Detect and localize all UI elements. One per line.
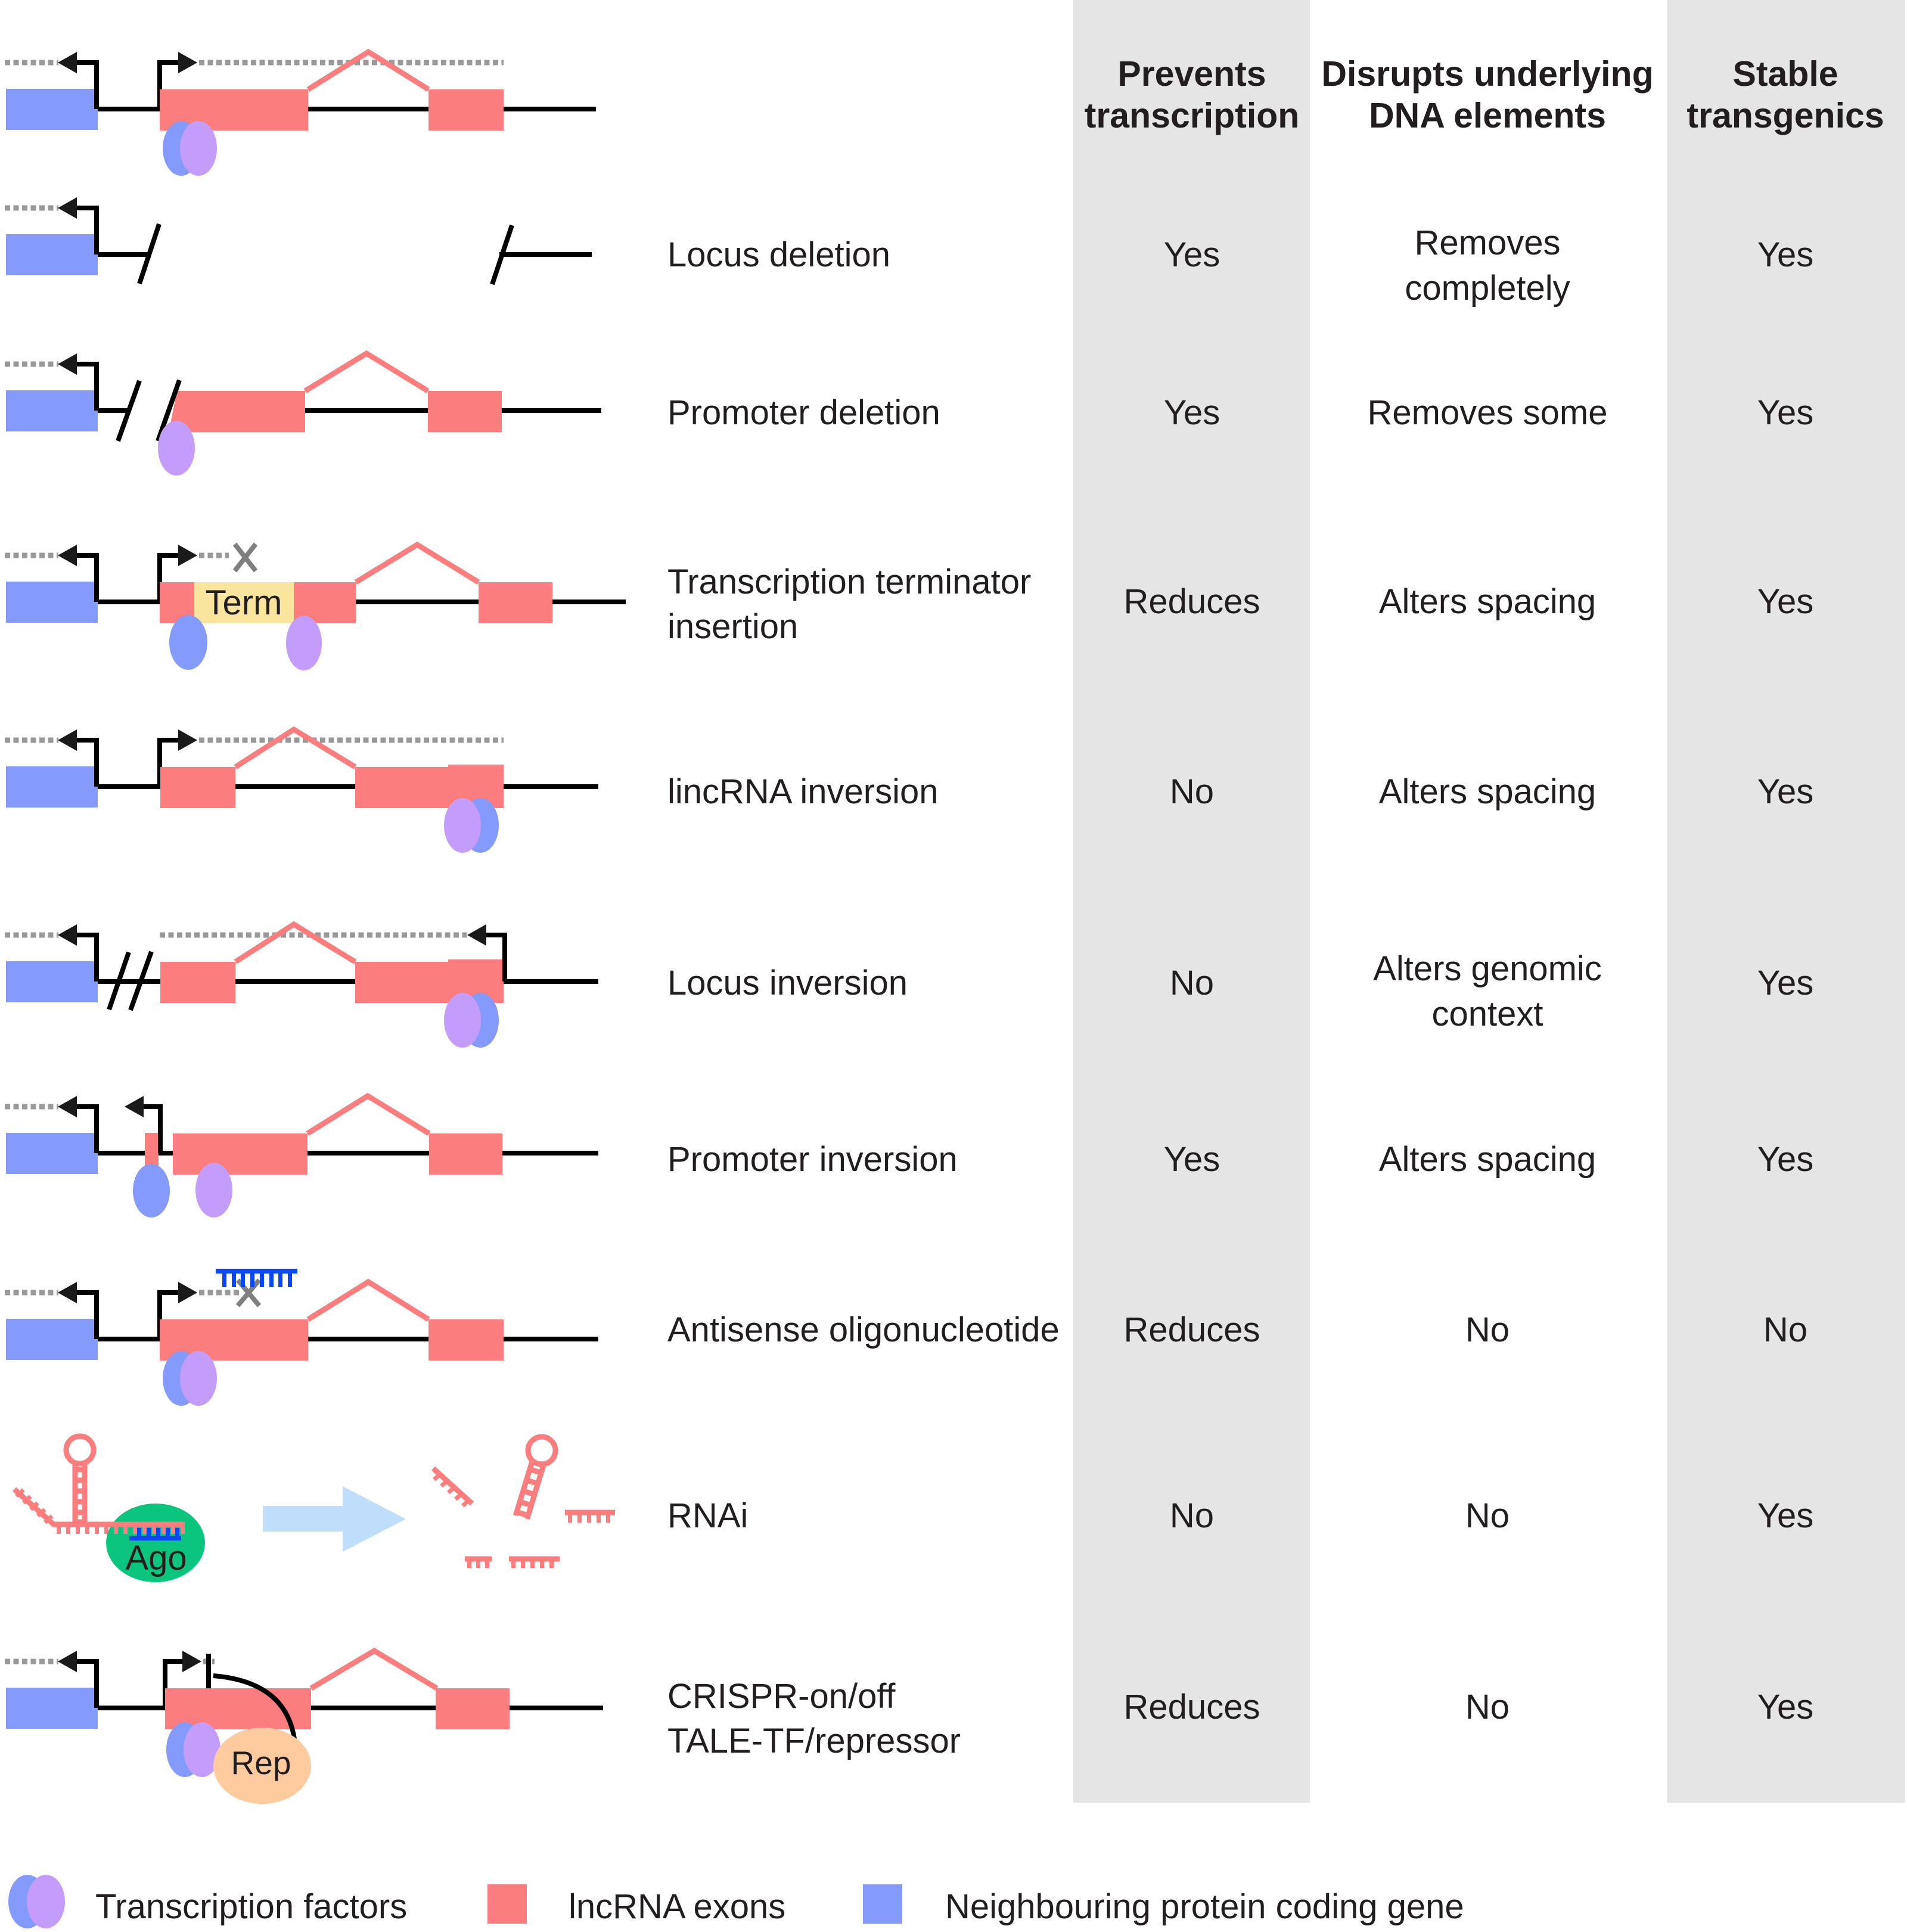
svg-text:No: No bbox=[1465, 1496, 1510, 1535]
svg-text:Removes: Removes bbox=[1415, 223, 1561, 262]
svg-text:Removes some: Removes some bbox=[1368, 393, 1608, 432]
svg-text:Neighbouring protein coding ge: Neighbouring protein coding gene bbox=[945, 1887, 1464, 1926]
svg-text:No: No bbox=[1170, 772, 1214, 811]
svg-text:Yes: Yes bbox=[1164, 393, 1220, 432]
svg-text:No: No bbox=[1465, 1310, 1510, 1349]
svg-text:Antisense oligonucleotide: Antisense oligonucleotide bbox=[667, 1310, 1060, 1349]
svg-text:Yes: Yes bbox=[1757, 235, 1814, 274]
svg-text:Alters genomic: Alters genomic bbox=[1373, 949, 1602, 988]
svg-text:Transcription factors: Transcription factors bbox=[95, 1887, 407, 1926]
svg-text:Yes: Yes bbox=[1757, 582, 1814, 621]
svg-text:Alters spacing: Alters spacing bbox=[1379, 1140, 1596, 1179]
svg-text:Yes: Yes bbox=[1164, 1140, 1220, 1179]
svg-text:Locus deletion: Locus deletion bbox=[667, 235, 890, 274]
svg-text:Yes: Yes bbox=[1757, 1688, 1814, 1726]
svg-text:CRISPR-on/off: CRISPR-on/off bbox=[667, 1677, 896, 1716]
svg-text:lncRNA exons: lncRNA exons bbox=[569, 1887, 785, 1926]
svg-text:Yes: Yes bbox=[1757, 393, 1814, 432]
svg-text:DNA elements: DNA elements bbox=[1369, 96, 1606, 135]
svg-text:lincRNA inversion: lincRNA inversion bbox=[667, 772, 939, 811]
svg-text:Stable: Stable bbox=[1732, 54, 1838, 94]
svg-text:Yes: Yes bbox=[1757, 772, 1814, 811]
svg-text:Alters spacing: Alters spacing bbox=[1379, 772, 1596, 811]
svg-text:Locus inversion: Locus inversion bbox=[667, 964, 908, 1002]
svg-text:insertion: insertion bbox=[667, 607, 798, 646]
svg-text:transgenics: transgenics bbox=[1687, 96, 1884, 135]
svg-text:TALE-TF/repressor: TALE-TF/repressor bbox=[667, 1722, 961, 1760]
svg-text:Reduces: Reduces bbox=[1124, 582, 1260, 621]
svg-text:Yes: Yes bbox=[1757, 964, 1814, 1002]
svg-text:Alters spacing: Alters spacing bbox=[1379, 582, 1596, 621]
svg-text:No: No bbox=[1465, 1688, 1510, 1726]
svg-text:Yes: Yes bbox=[1164, 235, 1220, 274]
svg-text:Prevents: Prevents bbox=[1117, 54, 1266, 94]
svg-text:Reduces: Reduces bbox=[1124, 1310, 1260, 1349]
svg-text:Ago: Ago bbox=[125, 1539, 187, 1577]
svg-text:No: No bbox=[1170, 964, 1214, 1002]
svg-text:Transcription terminator: Transcription terminator bbox=[667, 563, 1031, 601]
svg-text:Promoter deletion: Promoter deletion bbox=[667, 393, 940, 432]
svg-text:Yes: Yes bbox=[1757, 1496, 1814, 1535]
svg-text:Reduces: Reduces bbox=[1124, 1688, 1260, 1726]
svg-text:Term: Term bbox=[206, 583, 282, 622]
svg-text:transcription: transcription bbox=[1085, 96, 1300, 135]
svg-text:Promoter inversion: Promoter inversion bbox=[667, 1140, 958, 1179]
svg-text:Rep: Rep bbox=[231, 1744, 291, 1781]
svg-text:Yes: Yes bbox=[1757, 1140, 1814, 1179]
svg-text:No: No bbox=[1170, 1496, 1214, 1535]
svg-text:completely: completely bbox=[1405, 269, 1570, 307]
svg-text:RNAi: RNAi bbox=[667, 1496, 748, 1535]
svg-text:No: No bbox=[1763, 1310, 1807, 1349]
svg-text:context: context bbox=[1432, 995, 1543, 1033]
svg-text:Disrupts underlying: Disrupts underlying bbox=[1321, 54, 1653, 94]
